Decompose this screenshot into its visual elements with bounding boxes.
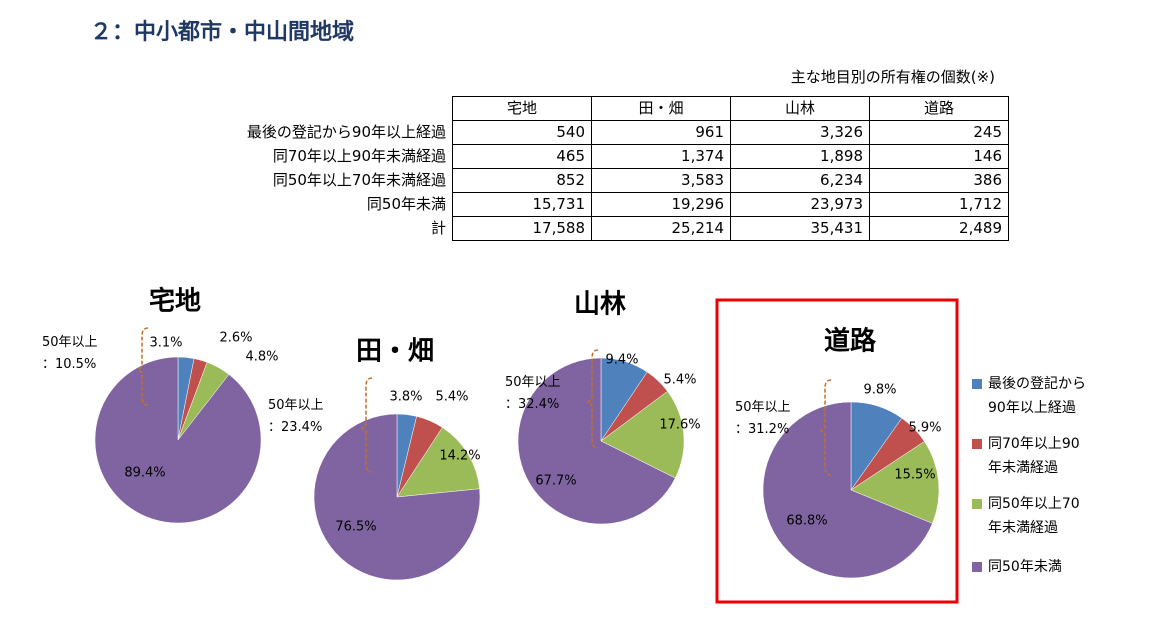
bracket <box>819 379 832 476</box>
column-header: 道路 <box>869 96 1009 121</box>
data-label: 76.5% <box>335 520 376 535</box>
pie-slice <box>396 427 480 498</box>
data-label: 68.8% <box>786 514 827 529</box>
data-label: 5.4% <box>435 390 468 405</box>
table-cell: 23,973 <box>730 192 870 217</box>
table-cell: 540 <box>452 120 592 145</box>
column-header: 山林 <box>730 96 870 121</box>
annotation: 50年以上 ：31.2% <box>735 400 791 437</box>
data-label: 9.8% <box>863 383 896 398</box>
table-cell: 15,731 <box>452 192 592 217</box>
data-label: 17.6% <box>659 418 700 433</box>
legend-label: 最後の登記から90年以上経過 <box>988 376 1086 416</box>
chart-title: 山林 <box>574 290 626 320</box>
table-cell: 25,214 <box>591 216 731 241</box>
legend-swatch <box>972 379 982 389</box>
table-cell: 245 <box>869 120 1009 145</box>
corner-cell <box>160 96 453 121</box>
header-row: 宅地 田・畑 山林 道路 <box>160 96 1009 121</box>
column-header: 田・畑 <box>591 96 731 121</box>
data-table: 宅地 田・畑 山林 道路 最後の登記から90年以上経過 540 961 3,326 245 同70… <box>160 96 1009 241</box>
data-label: 5.9% <box>908 421 941 436</box>
table-row: 同50年以上70年未満経過 852 3,583 6,234 386 <box>160 168 1009 193</box>
pie-slice <box>313 413 481 581</box>
table-row: 同70年以上90年未満経過 465 1,374 1,898 146 <box>160 144 1009 169</box>
data-label: 4.8% <box>245 350 278 365</box>
table-cell: 3,583 <box>591 168 731 193</box>
legend-swatch <box>972 562 982 572</box>
table-caption: 主な地目別の所有権の個数(※) <box>790 68 995 86</box>
table-row: 最後の登記から90年以上経過 540 961 3,326 245 <box>160 120 1009 145</box>
legend-swatch <box>972 439 982 449</box>
table-cell: 2,489 <box>869 216 1009 241</box>
legend-label: 同70年以上90年未満経過 <box>988 436 1080 476</box>
data-label: 2.6% <box>219 331 252 346</box>
table-cell: 1,374 <box>591 144 731 169</box>
table-cell: 386 <box>869 168 1009 193</box>
data-label: 15.5% <box>894 468 935 483</box>
table-cell: 1,712 <box>869 192 1009 217</box>
row-label: 最後の登記から90年以上経過 <box>160 120 453 145</box>
chart-title: 宅地 <box>149 286 201 317</box>
pie-slice <box>517 357 676 525</box>
table-cell: 465 <box>452 144 592 169</box>
table-row: 同50年未満 15,731 19,296 23,973 1,712 <box>160 192 1009 217</box>
slide-title: ２：中小都市・中山間地域 <box>90 20 355 45</box>
bracket <box>586 349 599 449</box>
table-cell: 961 <box>591 120 731 145</box>
legend-label: 同50年未満 <box>988 559 1062 575</box>
table-row: 計 17,588 25,214 35,431 2,489 <box>160 216 1009 241</box>
bracket <box>360 377 373 473</box>
data-label: 89.4% <box>124 466 165 481</box>
table-cell: 6,234 <box>730 168 870 193</box>
table-cell: 17,588 <box>452 216 592 241</box>
pie-slice <box>850 441 940 524</box>
annotation: 50年以上 ：23.4% <box>268 398 324 435</box>
legend-swatch <box>972 499 982 509</box>
table-cell: 3,326 <box>730 120 870 145</box>
bracket <box>136 327 149 406</box>
row-label: 同50年以上70年未満経過 <box>160 168 453 193</box>
pie-slice <box>94 356 262 524</box>
data-label: 5.4% <box>663 373 696 388</box>
table-cell: 19,296 <box>591 192 731 217</box>
highlight-box <box>715 298 959 604</box>
data-label: 9.4% <box>605 353 638 368</box>
data-label: 3.1% <box>149 336 182 351</box>
legend-label: 同50年以上70年未満経過 <box>988 496 1080 536</box>
table-cell: 146 <box>869 144 1009 169</box>
data-label: 14.2% <box>439 449 480 464</box>
row-label: 同70年以上90年未満経過 <box>160 144 453 169</box>
table-cell: 852 <box>452 168 592 193</box>
row-label: 計 <box>160 216 453 241</box>
data-label: 3.8% <box>389 390 422 405</box>
row-label: 同50年未満 <box>160 192 453 217</box>
pie-slice <box>600 390 685 479</box>
table-cell: 35,431 <box>730 216 870 241</box>
table-cell: 1,898 <box>730 144 870 169</box>
data-label: 67.7% <box>535 474 576 489</box>
pie-slice <box>762 401 933 579</box>
chart-title: 道路 <box>824 326 877 357</box>
annotation: 50年以上 ：32.4% <box>505 375 561 412</box>
column-header: 宅地 <box>452 96 592 121</box>
annotation: 50年以上 ：10.5% <box>42 335 98 372</box>
chart-title: 田・畑 <box>356 337 434 367</box>
